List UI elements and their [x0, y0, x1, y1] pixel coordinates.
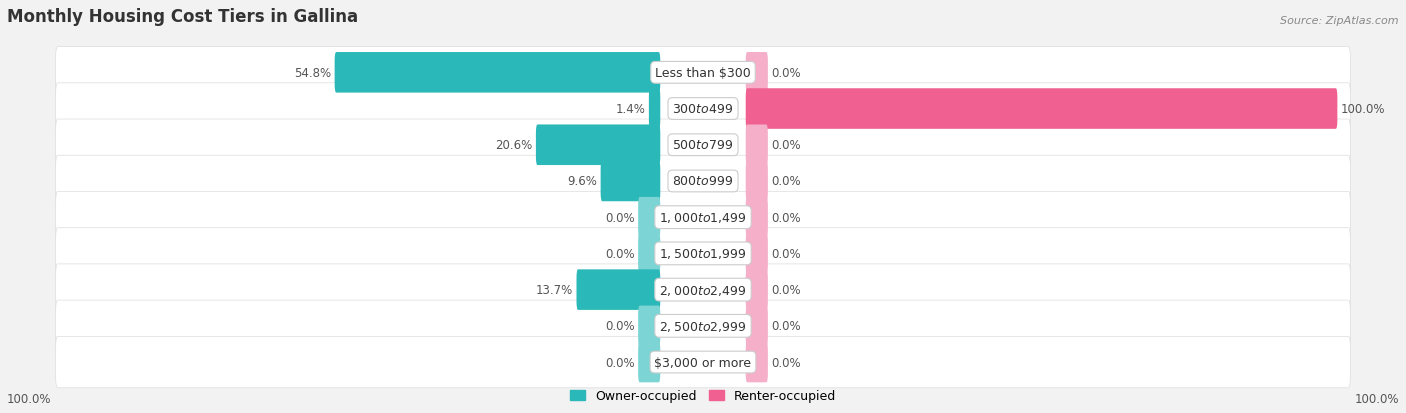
FancyBboxPatch shape	[745, 125, 768, 166]
FancyBboxPatch shape	[56, 156, 1350, 207]
FancyBboxPatch shape	[638, 342, 661, 382]
Text: 0.0%: 0.0%	[772, 247, 801, 260]
Text: 0.0%: 0.0%	[772, 139, 801, 152]
FancyBboxPatch shape	[335, 53, 661, 93]
Text: 0.0%: 0.0%	[605, 320, 634, 332]
FancyBboxPatch shape	[600, 161, 661, 202]
FancyBboxPatch shape	[745, 197, 768, 238]
Text: 0.0%: 0.0%	[605, 211, 634, 224]
Text: 100.0%: 100.0%	[7, 392, 52, 405]
Text: $1,500 to $1,999: $1,500 to $1,999	[659, 247, 747, 261]
Text: $1,000 to $1,499: $1,000 to $1,499	[659, 211, 747, 225]
Text: $500 to $799: $500 to $799	[672, 139, 734, 152]
FancyBboxPatch shape	[56, 83, 1350, 135]
Text: $2,500 to $2,999: $2,500 to $2,999	[659, 319, 747, 333]
FancyBboxPatch shape	[56, 264, 1350, 316]
FancyBboxPatch shape	[56, 337, 1350, 388]
FancyBboxPatch shape	[745, 89, 1337, 130]
Text: 0.0%: 0.0%	[772, 66, 801, 80]
FancyBboxPatch shape	[56, 300, 1350, 352]
Text: Source: ZipAtlas.com: Source: ZipAtlas.com	[1281, 16, 1399, 26]
FancyBboxPatch shape	[638, 234, 661, 274]
Text: $800 to $999: $800 to $999	[672, 175, 734, 188]
Text: $300 to $499: $300 to $499	[672, 103, 734, 116]
FancyBboxPatch shape	[576, 270, 661, 310]
Text: 0.0%: 0.0%	[772, 320, 801, 332]
Legend: Owner-occupied, Renter-occupied: Owner-occupied, Renter-occupied	[565, 384, 841, 407]
FancyBboxPatch shape	[638, 197, 661, 238]
FancyBboxPatch shape	[745, 53, 768, 93]
Text: 9.6%: 9.6%	[567, 175, 598, 188]
FancyBboxPatch shape	[650, 89, 661, 130]
FancyBboxPatch shape	[745, 161, 768, 202]
FancyBboxPatch shape	[745, 234, 768, 274]
Text: Less than $300: Less than $300	[655, 66, 751, 80]
Text: 0.0%: 0.0%	[605, 356, 634, 369]
Text: 1.4%: 1.4%	[616, 103, 645, 116]
FancyBboxPatch shape	[56, 47, 1350, 99]
Text: 0.0%: 0.0%	[605, 247, 634, 260]
FancyBboxPatch shape	[56, 192, 1350, 243]
Text: 100.0%: 100.0%	[1354, 392, 1399, 405]
FancyBboxPatch shape	[638, 306, 661, 346]
Text: 100.0%: 100.0%	[1341, 103, 1385, 116]
Text: 0.0%: 0.0%	[772, 175, 801, 188]
Text: 0.0%: 0.0%	[772, 356, 801, 369]
FancyBboxPatch shape	[56, 228, 1350, 280]
Text: 20.6%: 20.6%	[495, 139, 533, 152]
FancyBboxPatch shape	[56, 120, 1350, 171]
Text: $3,000 or more: $3,000 or more	[655, 356, 751, 369]
Text: $2,000 to $2,499: $2,000 to $2,499	[659, 283, 747, 297]
Text: Monthly Housing Cost Tiers in Gallina: Monthly Housing Cost Tiers in Gallina	[7, 8, 359, 26]
FancyBboxPatch shape	[745, 270, 768, 310]
FancyBboxPatch shape	[745, 342, 768, 382]
FancyBboxPatch shape	[745, 306, 768, 346]
Text: 54.8%: 54.8%	[294, 66, 332, 80]
Text: 0.0%: 0.0%	[772, 211, 801, 224]
FancyBboxPatch shape	[536, 125, 661, 166]
Text: 13.7%: 13.7%	[536, 283, 574, 297]
Text: 0.0%: 0.0%	[772, 283, 801, 297]
